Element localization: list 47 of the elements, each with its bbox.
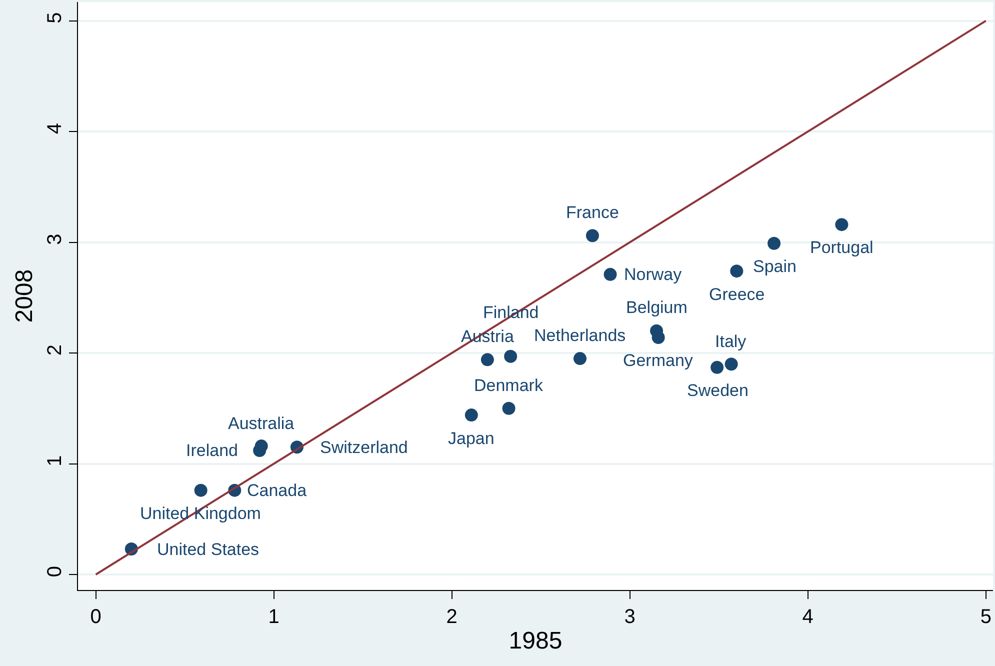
- annotation: Germany: [623, 351, 694, 370]
- point: [724, 358, 738, 371]
- annotation: Spain: [753, 257, 796, 276]
- point: [502, 402, 516, 415]
- point: [464, 408, 478, 422]
- annotation: Japan: [448, 429, 494, 448]
- annotation: Norway: [624, 265, 682, 284]
- annotation: Netherlands: [534, 326, 626, 345]
- point: [194, 484, 208, 497]
- point: [253, 444, 266, 457]
- annotation: United States: [157, 540, 260, 559]
- annotation: Switzerland: [320, 438, 408, 457]
- x-tick-label: 3: [624, 606, 636, 628]
- point: [504, 350, 518, 363]
- y-tick-label: 4: [44, 122, 66, 134]
- x-tick-label: 1: [268, 606, 280, 628]
- point: [586, 229, 599, 242]
- y-tick-label: 2: [44, 344, 66, 356]
- x-tick-label: 5: [980, 606, 992, 628]
- point: [835, 218, 848, 232]
- annotation: Sweden: [687, 381, 748, 400]
- annotation: Italy: [715, 332, 747, 351]
- x-tick-label: 0: [90, 606, 102, 628]
- point: [768, 236, 781, 250]
- point: [480, 353, 494, 366]
- annotation: United Kingdom: [140, 504, 261, 523]
- x-tick-label: 2: [446, 606, 458, 628]
- point: [710, 360, 724, 374]
- point: [652, 331, 665, 344]
- y-tick-label: 3: [44, 234, 66, 245]
- annotation: Denmark: [474, 376, 544, 395]
- y-tick-label: 1: [44, 455, 66, 466]
- y-axis-title: 2008: [11, 269, 38, 323]
- annotation: Canada: [247, 481, 308, 500]
- annotation: Portugal: [810, 238, 874, 257]
- annotation: Australia: [228, 414, 295, 433]
- y-tick-label: 0: [44, 566, 66, 578]
- point: [574, 352, 586, 366]
- point: [730, 264, 744, 278]
- point: [604, 268, 617, 281]
- x-tick-label: 4: [802, 606, 814, 628]
- annotation: Ireland: [186, 441, 238, 460]
- x-axis-title: 1985: [508, 627, 562, 654]
- annotation: Belgium: [626, 298, 688, 317]
- annotation: Greece: [709, 285, 765, 304]
- y-tick-label: 5: [44, 12, 66, 24]
- annotation: France: [566, 203, 619, 222]
